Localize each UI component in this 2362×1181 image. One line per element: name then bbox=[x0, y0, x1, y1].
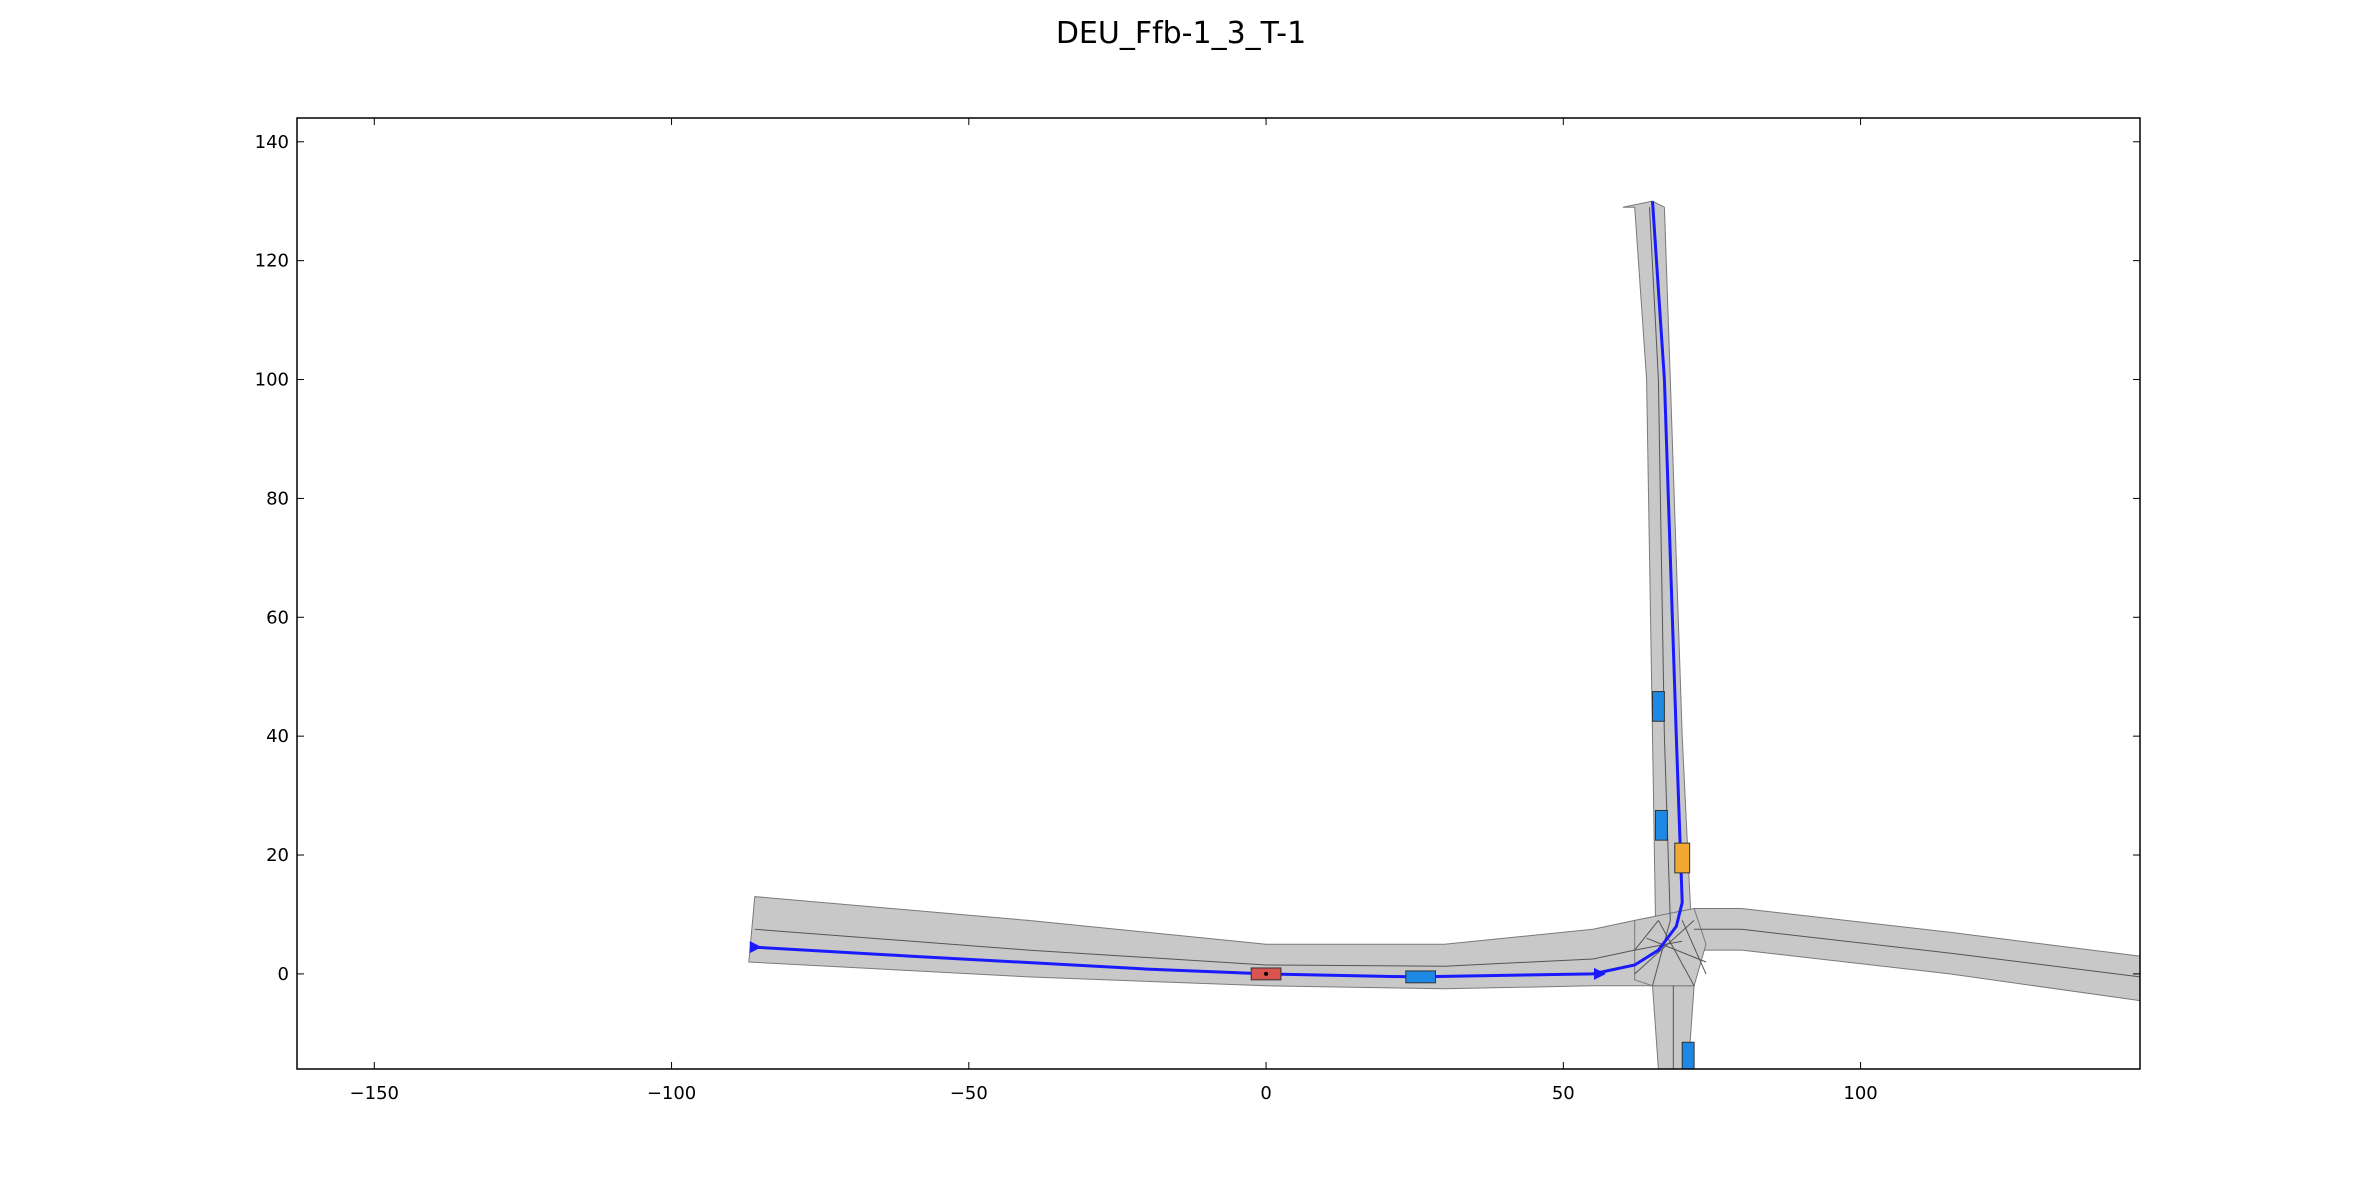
lane-line-7 bbox=[1681, 920, 1707, 975]
obstacle-2 bbox=[1651, 691, 1665, 722]
x-tick-label: 50 bbox=[1552, 1083, 1575, 1104]
map-content bbox=[748, 200, 2140, 1069]
goal-vehicle bbox=[1674, 842, 1691, 874]
lane-line-2 bbox=[1694, 928, 2140, 978]
planned-route bbox=[754, 201, 1684, 979]
obstacle-3 bbox=[1654, 809, 1668, 841]
axes-frame bbox=[296, 117, 2141, 1070]
y-tick-label: 60 bbox=[266, 607, 289, 628]
y-tick-label: 40 bbox=[266, 726, 289, 747]
figure-title: DEU_Ffb-1_3_T-1 bbox=[1055, 16, 1307, 51]
y-tick-label: 80 bbox=[266, 488, 289, 509]
ego-center-dot bbox=[1264, 971, 1269, 976]
route-arrow-1 bbox=[1593, 967, 1606, 980]
x-tick-label: −50 bbox=[950, 1083, 988, 1104]
lane-line-4 bbox=[1634, 920, 1659, 951]
route-arrow-0 bbox=[749, 941, 762, 954]
y-tick-label: 0 bbox=[278, 964, 289, 985]
x-tick-label: −100 bbox=[647, 1083, 696, 1104]
obstacle-4 bbox=[1681, 1041, 1695, 1069]
east-road bbox=[1693, 908, 2140, 1002]
lane-line-5 bbox=[1657, 920, 1695, 987]
y-tick-label: 100 bbox=[255, 370, 289, 391]
lane-line-9 bbox=[1646, 937, 1707, 963]
obstacle-1 bbox=[1405, 970, 1436, 984]
x-tick-label: 100 bbox=[1843, 1083, 1877, 1104]
axis-ticks: −150 −100 −50 0 50 100 0 20 40 60 80 100 120 140 bbox=[255, 118, 2140, 1104]
lane-line-6 bbox=[1652, 920, 1671, 986]
y-tick-label: 140 bbox=[255, 132, 289, 153]
y-tick-label: 120 bbox=[255, 251, 289, 272]
x-tick-label: 0 bbox=[1260, 1083, 1271, 1104]
y-tick-label: 20 bbox=[266, 845, 289, 866]
lane-line-8 bbox=[1634, 920, 1695, 975]
x-tick-label: −150 bbox=[350, 1083, 399, 1104]
